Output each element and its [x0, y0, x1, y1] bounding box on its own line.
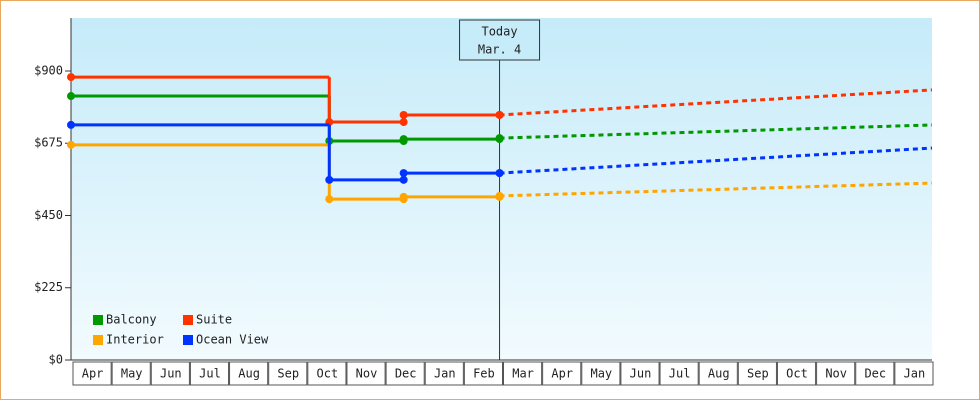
x-category-cell	[346, 361, 386, 386]
point-marker	[67, 120, 75, 129]
point-marker	[67, 140, 75, 149]
x-tick-label: Dec	[395, 367, 417, 381]
x-tick-label: Jul	[669, 367, 691, 381]
point-marker	[399, 175, 408, 184]
y-tick-label: $675	[34, 136, 63, 150]
x-tick-label: Apr	[82, 367, 104, 381]
x-category-cell	[542, 361, 582, 386]
x-tick-label: Jul	[199, 367, 221, 381]
point-marker	[399, 192, 408, 201]
forecast-line	[499, 123, 933, 140]
legend-label: Interior	[106, 333, 164, 347]
x-category-cell	[268, 361, 308, 386]
x-category-cell	[385, 361, 425, 386]
x-category-cell	[72, 361, 112, 386]
legend-label: Ocean View	[196, 333, 269, 347]
x-tick-label: Jun	[160, 367, 182, 381]
x-tick-label: Aug	[708, 367, 730, 381]
forecast-line	[499, 146, 933, 175]
x-tick-label: Oct	[317, 367, 339, 381]
legend-swatch	[183, 315, 193, 325]
x-category-cell	[229, 361, 269, 386]
x-tick-label: Feb	[473, 367, 495, 381]
forecast-line	[499, 181, 933, 198]
x-tick-label: Sep	[277, 367, 299, 381]
x-category-cell	[503, 361, 543, 386]
x-category-cell	[307, 361, 347, 386]
x-category-cell	[698, 361, 738, 386]
x-category-cell	[620, 361, 660, 386]
y-tick-label: $0	[49, 353, 63, 367]
x-tick-label: Sep	[747, 367, 769, 381]
today-box	[459, 19, 541, 61]
x-tick-label: Aug	[238, 367, 260, 381]
x-category-cell	[894, 361, 934, 386]
annotation: Today	[481, 25, 517, 39]
legend-swatch	[93, 335, 103, 345]
x-category-cell	[424, 361, 464, 386]
x-tick-label: Apr	[551, 367, 573, 381]
point-marker	[399, 135, 408, 144]
x-category-cell	[189, 361, 230, 386]
x-tick-label: Jun	[630, 367, 652, 381]
x-category-cell	[581, 361, 621, 386]
legend-label: Balcony	[106, 313, 157, 327]
point-marker	[325, 195, 334, 204]
x-tick-label: May	[121, 367, 143, 381]
x-category-cell	[737, 361, 777, 386]
x-tick-label: Nov	[825, 367, 847, 381]
forecast-line	[499, 88, 933, 117]
x-category-cell	[111, 361, 151, 386]
legend-label: Suite	[196, 313, 232, 327]
x-tick-label: Jan	[434, 367, 456, 381]
y-tick-label: $900	[34, 63, 63, 77]
legend-swatch	[183, 335, 193, 345]
x-category-cell	[776, 361, 817, 386]
point-marker	[67, 73, 75, 82]
x-category-cell	[463, 361, 504, 386]
point-marker	[399, 169, 408, 178]
x-tick-label: Dec	[864, 367, 886, 381]
x-category-cell	[150, 361, 190, 386]
point-marker	[67, 92, 75, 101]
x-tick-label: May	[590, 367, 612, 381]
plot-area	[71, 18, 932, 360]
annotation-date: Mar. 4	[478, 43, 521, 57]
x-category-cell	[659, 361, 699, 386]
x-category-cell	[855, 361, 895, 386]
point-marker	[399, 110, 408, 119]
y-tick-label: $450	[34, 208, 63, 222]
point-marker	[399, 118, 408, 127]
y-tick-label: $225	[34, 280, 63, 294]
legend-swatch	[93, 315, 103, 325]
point-marker	[325, 175, 334, 184]
x-category-cell	[816, 361, 856, 386]
x-tick-label: Jan	[904, 367, 926, 381]
x-tick-label: Nov	[356, 367, 378, 381]
x-tick-label: Oct	[786, 367, 808, 381]
x-tick-label: Mar	[512, 367, 534, 381]
